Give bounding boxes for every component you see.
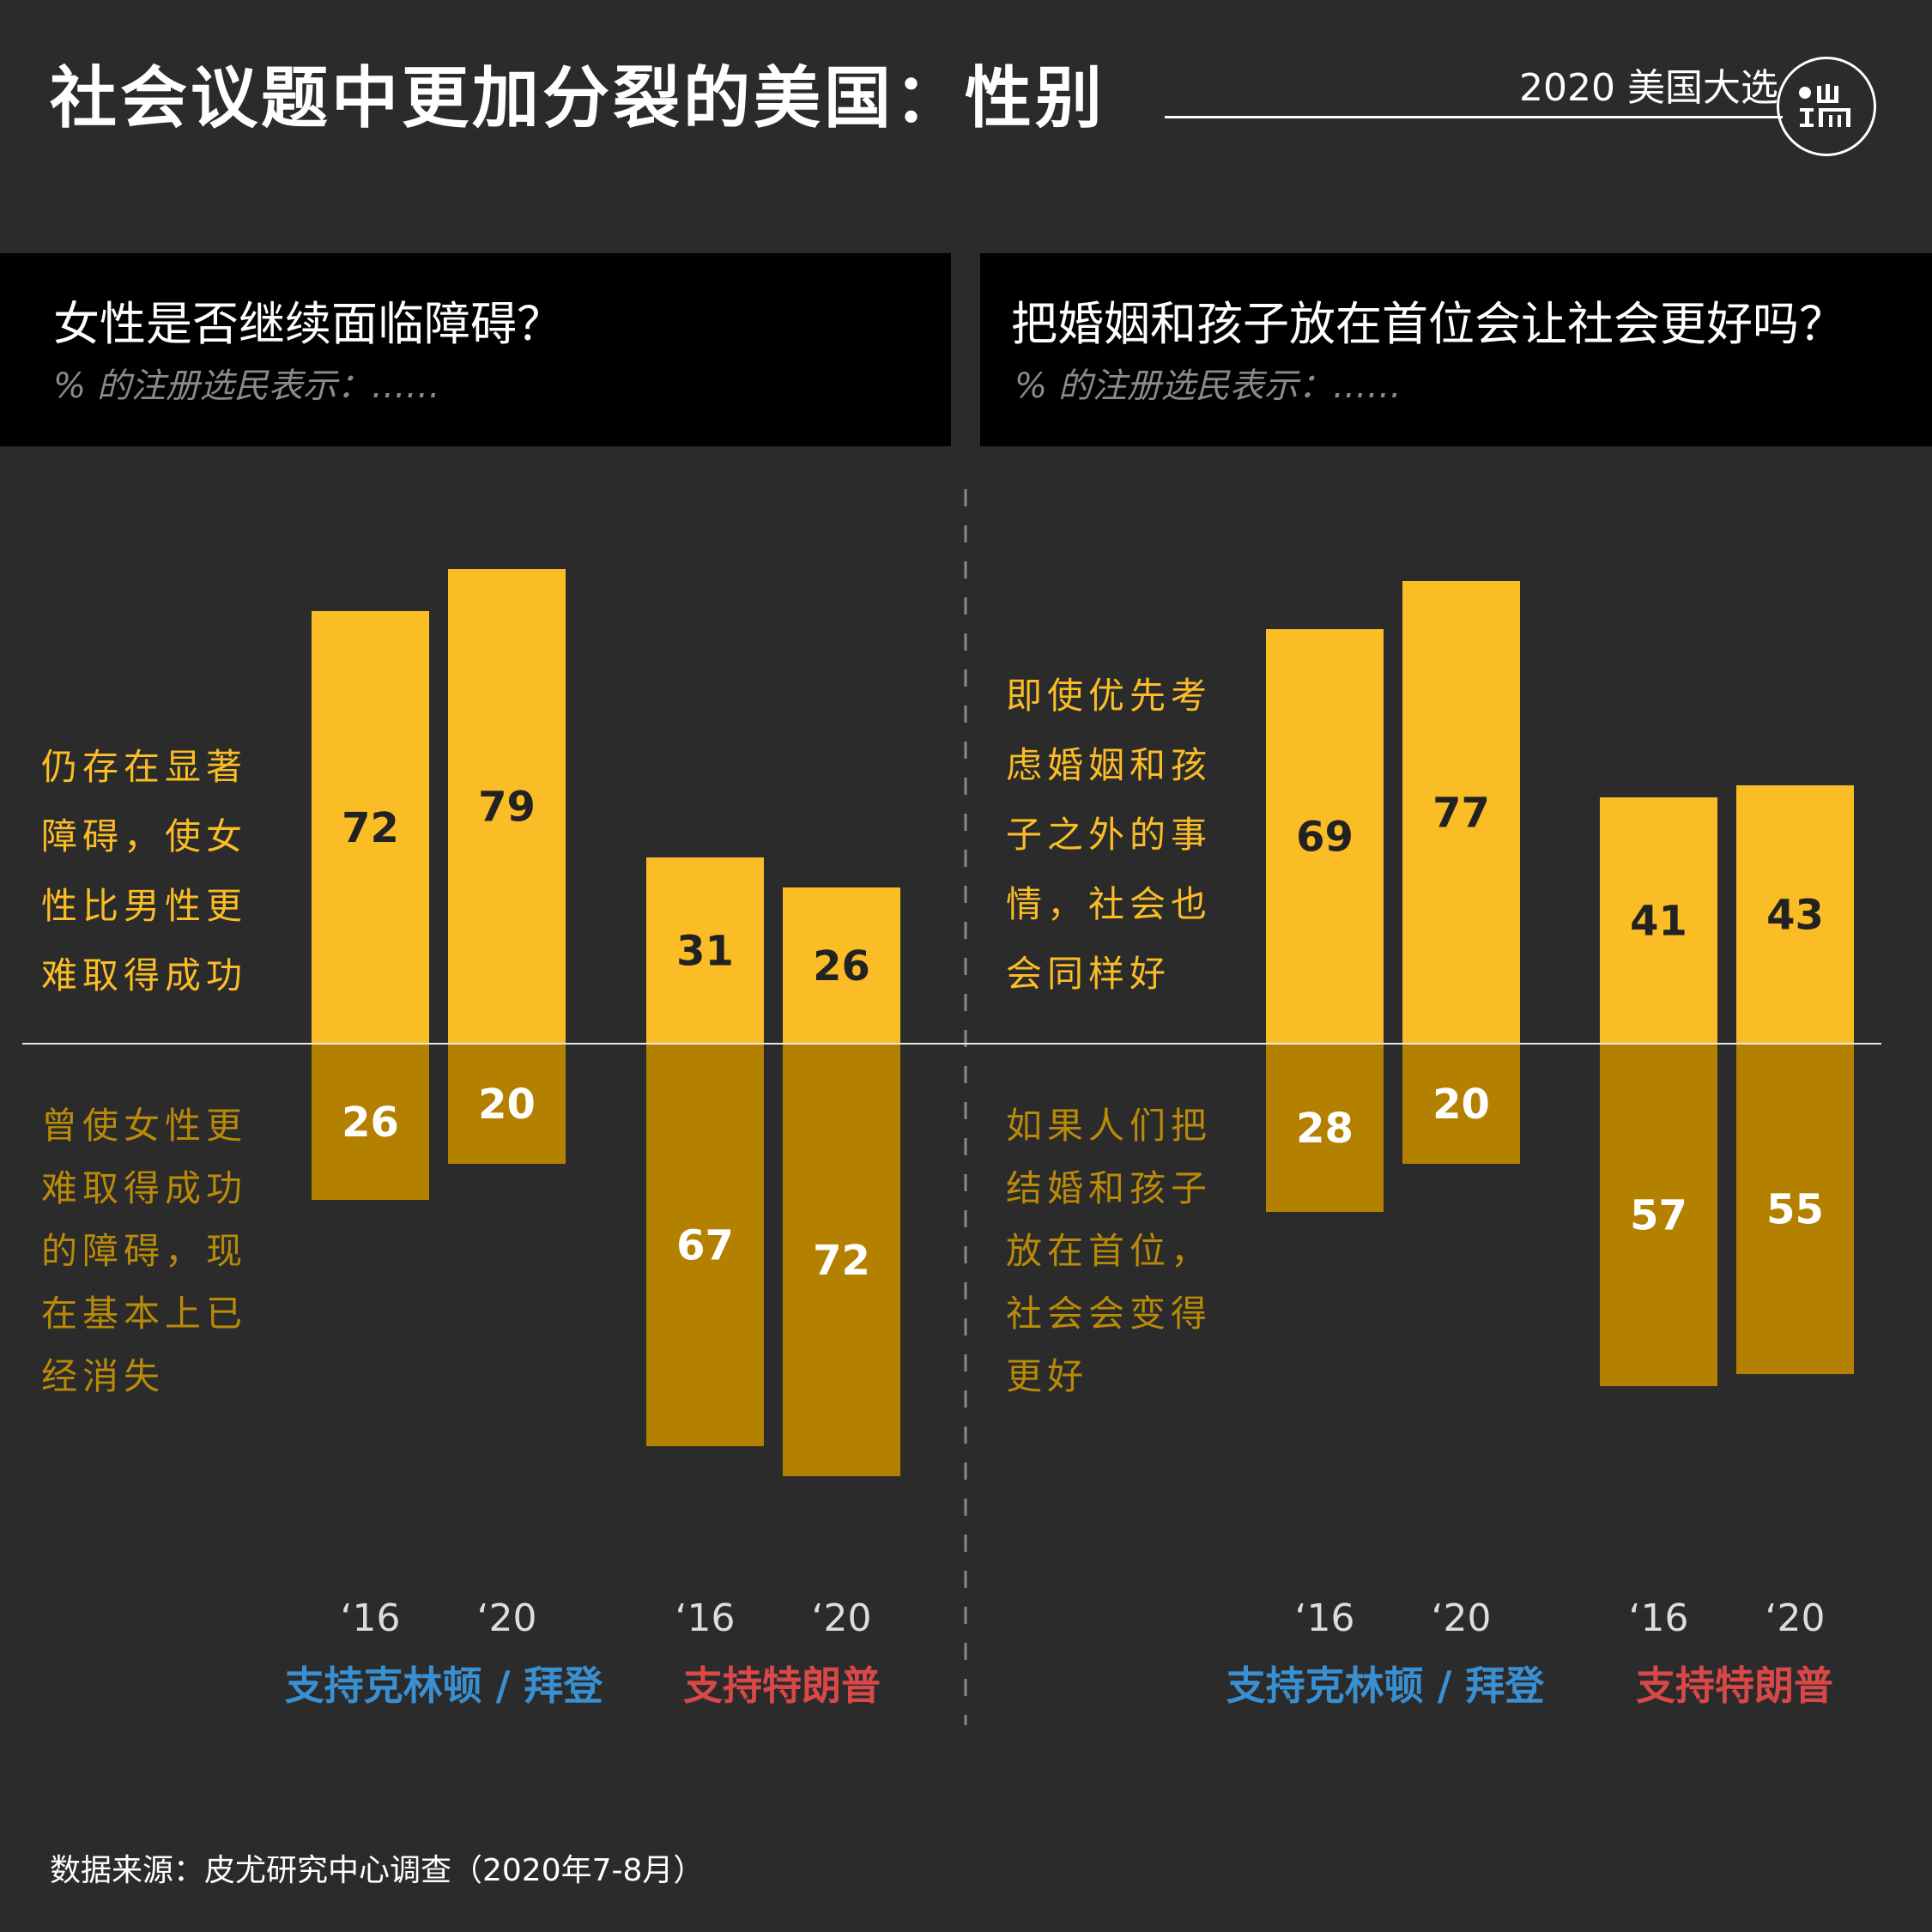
- group-label: 支持特朗普: [683, 1662, 881, 1709]
- data-label-negative: 20: [478, 1081, 536, 1129]
- data-label-positive: 77: [1432, 790, 1490, 838]
- note-line: 即使优先考: [1006, 675, 1213, 717]
- note-line: 在基本上已: [41, 1293, 248, 1335]
- data-label-negative: 55: [1766, 1186, 1824, 1234]
- note-line: 更好: [1006, 1355, 1089, 1397]
- bar-positive: [1402, 581, 1520, 1044]
- note-line: 的障碍，现: [41, 1230, 248, 1272]
- note-line: 虑婚姻和孩: [1006, 744, 1213, 786]
- panel-2-lower-note: 如果人们把 结婚和孩子 放在首位， 社会会变得 更好: [1006, 1094, 1212, 1408]
- note-line: 难取得成功: [41, 1167, 248, 1209]
- x-tick-label: ‘20: [1765, 1596, 1826, 1640]
- bar-positive: [448, 569, 566, 1044]
- panel-header-2: 把婚姻和孩子放在首位会让社会更好吗？ % 的注册选民表示：……: [980, 253, 1932, 446]
- note-line: 障碍，使女: [41, 815, 248, 857]
- data-label-positive: 26: [813, 942, 870, 990]
- x-tick-label: ‘20: [477, 1596, 537, 1640]
- data-label-negative: 67: [676, 1222, 734, 1270]
- x-tick-label: ‘16: [341, 1596, 401, 1640]
- note-line: 仍存在显著: [41, 746, 248, 788]
- note-line: 难取得成功: [41, 954, 248, 996]
- bar-negative: [1736, 1044, 1854, 1374]
- brand-tag: 2020 美国大选: [1519, 66, 1778, 110]
- panel-2-question: 把婚姻和孩子放在首位会让社会更好吗？: [1011, 297, 1845, 351]
- chart-title: 社会议题中更加分裂的美国：性别: [50, 60, 1106, 137]
- bar-negative: [1600, 1044, 1717, 1386]
- note-line: 性比男性更: [41, 885, 248, 927]
- x-tick-label: ‘20: [1432, 1596, 1492, 1640]
- bar-positive: [1266, 629, 1384, 1044]
- panel-2-subtitle: % 的注册选民表示：……: [1014, 366, 1402, 406]
- note-line: 社会会变得: [1006, 1293, 1213, 1335]
- duan-logo-icon: [1777, 57, 1876, 156]
- source-note: 数据来源：皮尤研究中心调查（2020年7-8月）: [50, 1853, 705, 1888]
- data-label-negative: 26: [342, 1099, 399, 1147]
- data-label-positive: 72: [342, 804, 399, 852]
- data-label-negative: 28: [1296, 1105, 1354, 1153]
- data-label-positive: 41: [1630, 898, 1687, 946]
- group-label: 支持克林顿 / 拜登: [1226, 1662, 1546, 1709]
- x-tick-label: ‘20: [812, 1596, 872, 1640]
- note-line: 曾使女性更: [41, 1105, 248, 1147]
- data-label-negative: 20: [1432, 1081, 1490, 1129]
- note-line: 放在首位，: [1006, 1230, 1213, 1272]
- panel-header-1: 女性是否继续面临障碍？ % 的注册选民表示：……: [0, 253, 951, 446]
- bar-positive: [312, 611, 429, 1044]
- brand-underline: [1165, 116, 1783, 118]
- note-line: 经消失: [41, 1355, 166, 1397]
- bar-negative: [448, 1044, 566, 1164]
- note-line: 如果人们把: [1006, 1105, 1213, 1147]
- note-line: 结婚和孩子: [1006, 1167, 1213, 1209]
- bar-negative: [1402, 1044, 1520, 1164]
- bar-negative: [783, 1044, 900, 1476]
- data-label-positive: 69: [1296, 814, 1354, 862]
- data-label-negative: 57: [1630, 1192, 1687, 1240]
- panel-1-upper-note: 仍存在显著 障碍，使女 性比男性更 难取得成功: [41, 732, 247, 1010]
- panel-1-lower-note: 曾使女性更 难取得成功 的障碍，现 在基本上已 经消失: [41, 1094, 247, 1408]
- bar-negative: [646, 1044, 764, 1446]
- x-tick-label: ‘16: [1629, 1596, 1689, 1640]
- group-label: 支持克林顿 / 拜登: [285, 1662, 604, 1709]
- note-line: 情，社会也: [1006, 883, 1213, 925]
- group-label: 支持特朗普: [1636, 1662, 1833, 1709]
- panel-1-subtitle: % 的注册选民表示：……: [53, 366, 440, 406]
- x-tick-label: ‘16: [675, 1596, 736, 1640]
- panel-1-question: 女性是否继续面临障碍？: [53, 297, 563, 351]
- data-label-negative: 72: [813, 1237, 870, 1285]
- note-line: 子之外的事: [1006, 814, 1213, 856]
- bar-positive: [1600, 797, 1717, 1044]
- panel-2-upper-note: 即使优先考 虑婚姻和孩 子之外的事 情，社会也 会同样好: [1006, 661, 1212, 1008]
- note-line: 会同样好: [1006, 953, 1172, 995]
- x-tick-label: ‘16: [1295, 1596, 1355, 1640]
- data-label-positive: 43: [1766, 892, 1824, 940]
- data-label-positive: 31: [676, 928, 734, 976]
- bar-positive: [783, 887, 900, 1044]
- bar-positive: [1736, 785, 1854, 1044]
- bar-negative: [312, 1044, 429, 1200]
- data-label-positive: 79: [478, 784, 536, 832]
- bar-positive: [646, 857, 764, 1044]
- bar-negative: [1266, 1044, 1384, 1212]
